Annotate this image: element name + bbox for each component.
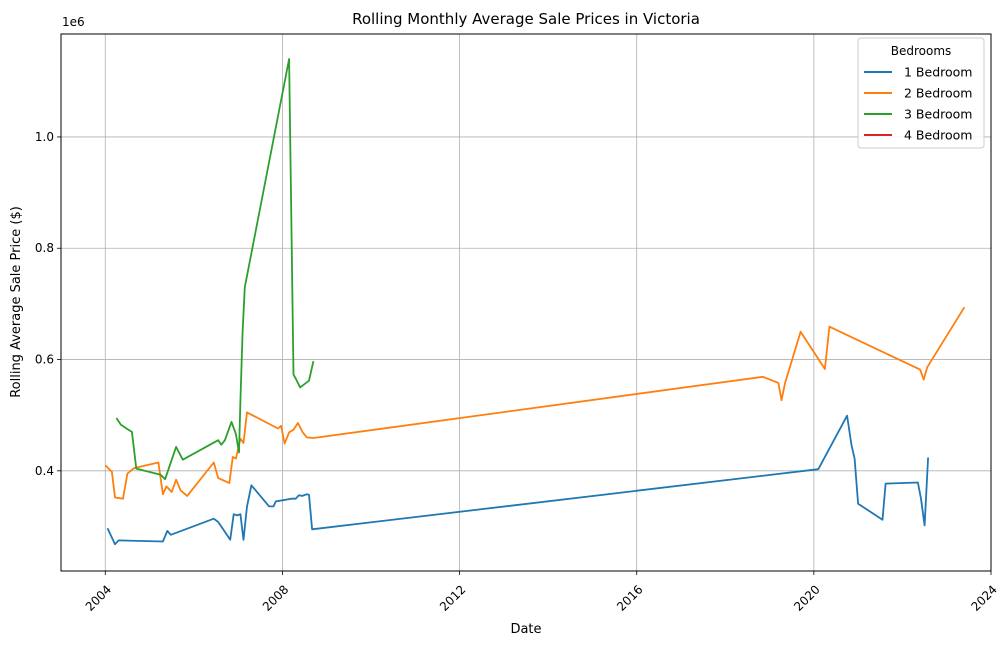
legend-label-3-bedroom: 3 Bedroom: [904, 107, 972, 122]
axes: 2004 2008 2012 2016 2020 2024 0.4 0.6 0.8 1.0: [35, 130, 1000, 614]
y-tick-label: 1.0: [35, 130, 54, 144]
series-line-2-bedroom: [104, 306, 966, 500]
grid: [61, 34, 992, 571]
series-lines: [104, 58, 966, 546]
y-tick-label: 0.6: [35, 353, 54, 367]
x-tick-label: 2008: [260, 582, 291, 613]
plot-frame: [60, 33, 992, 572]
y-tick-label: 0.4: [35, 464, 54, 478]
chart-title: Rolling Monthly Average Sale Prices in V…: [352, 10, 700, 28]
legend-box: [857, 37, 985, 149]
legend-label-4-bedroom: 4 Bedroom: [904, 128, 972, 143]
y-tick-label: 0.8: [35, 241, 54, 255]
legend-label-1-bedroom: 1 Bedroom: [904, 65, 972, 80]
x-tick-label: 2004: [83, 582, 114, 613]
legend-title: Bedrooms: [891, 44, 952, 58]
x-axis-label: Date: [510, 622, 541, 637]
legend: Bedrooms 1 Bedroom 2 Bedroom 3 Bedroom 4 Be…: [857, 37, 985, 149]
series-line-1-bedroom: [106, 414, 929, 546]
x-tick-label: 2024: [968, 582, 999, 613]
x-tick-label: 2012: [437, 582, 468, 613]
x-tick-label: 2016: [614, 582, 645, 613]
y-multiplier-label: 1e6: [62, 15, 85, 29]
x-tick-label: 2020: [791, 582, 822, 613]
y-axis-label: Rolling Average Sale Price ($): [9, 206, 24, 398]
legend-label-2-bedroom: 2 Bedroom: [904, 86, 972, 101]
series-line-3-bedroom: [115, 58, 315, 481]
